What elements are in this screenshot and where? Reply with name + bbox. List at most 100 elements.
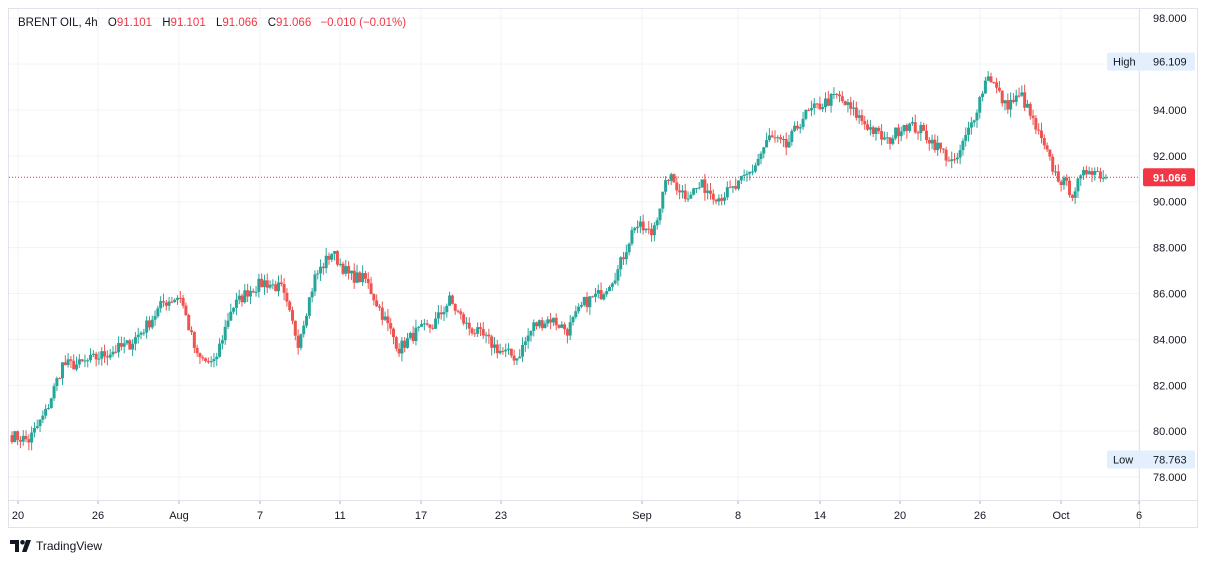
- y-tick-label: 82.000: [1153, 380, 1187, 392]
- candle: [355, 264, 359, 284]
- candle: [450, 294, 454, 305]
- candle: [117, 336, 121, 358]
- candle: [919, 121, 923, 142]
- candle: [327, 252, 331, 265]
- candle: [1045, 142, 1049, 153]
- candle: [445, 303, 449, 318]
- candle: [532, 319, 536, 337]
- candle: [145, 316, 149, 339]
- candle: [779, 134, 783, 144]
- candle: [905, 123, 909, 139]
- candle: [38, 419, 42, 432]
- candle: [953, 153, 957, 164]
- candle: [1034, 115, 1038, 135]
- price-axis[interactable]: 78.000 80.000 82.000 84.000 86.000 88.000 90.0…: [1139, 9, 1187, 527]
- candle: [610, 282, 614, 292]
- candle: [874, 126, 878, 141]
- candle: [1006, 93, 1010, 114]
- candle: [271, 279, 275, 290]
- tradingview-brand[interactable]: TradingView: [10, 539, 102, 553]
- candle: [804, 109, 808, 121]
- candle: [924, 124, 928, 144]
- x-tick-label: 20: [894, 510, 906, 522]
- candle: [495, 339, 499, 359]
- candle: [97, 351, 101, 365]
- candle: [981, 91, 985, 102]
- candle: [139, 331, 143, 340]
- candle: [212, 353, 216, 368]
- candle: [512, 349, 516, 366]
- high-value: 91.101: [170, 17, 206, 29]
- candle: [147, 316, 151, 331]
- candle: [748, 171, 752, 181]
- candle: [860, 109, 864, 126]
- candle: [781, 135, 785, 147]
- candle: [809, 100, 813, 117]
- candle: [408, 331, 412, 340]
- candle: [619, 256, 623, 277]
- candle: [291, 306, 295, 325]
- candle: [829, 92, 833, 113]
- candle: [232, 307, 236, 315]
- candle: [938, 142, 942, 153]
- candle: [1014, 89, 1018, 107]
- candle: [737, 180, 741, 191]
- candle: [751, 164, 755, 176]
- candle: [756, 153, 760, 167]
- candle: [762, 146, 766, 159]
- candle: [843, 100, 847, 106]
- candle: [826, 90, 830, 107]
- x-tick-label: 23: [495, 510, 507, 522]
- candle: [972, 119, 976, 127]
- candle: [967, 121, 971, 142]
- candle: [60, 362, 64, 386]
- candle: [439, 305, 443, 320]
- candle: [470, 327, 474, 336]
- candle: [156, 305, 160, 319]
- candle: [352, 263, 356, 289]
- candle: [434, 311, 438, 329]
- candle: [596, 284, 600, 299]
- candle: [616, 265, 620, 286]
- candle: [142, 328, 146, 336]
- candle: [386, 309, 390, 332]
- candle: [86, 358, 90, 368]
- candle: [467, 317, 471, 336]
- candle: [422, 318, 426, 331]
- candle: [349, 270, 353, 281]
- candle: [902, 124, 906, 135]
- candle: [563, 322, 567, 335]
- candle: [431, 324, 435, 330]
- candle: [63, 355, 67, 366]
- candle: [793, 121, 797, 132]
- tag-label: Low: [1113, 455, 1133, 467]
- tradingview-logo-icon: [10, 540, 31, 552]
- candle: [338, 258, 342, 267]
- candle: [708, 182, 712, 200]
- candle: [593, 287, 597, 303]
- candle: [549, 312, 553, 330]
- candle: [1065, 174, 1069, 187]
- candle: [1003, 99, 1007, 111]
- candle: [80, 359, 84, 363]
- candle: [91, 350, 95, 358]
- candle: [661, 191, 665, 213]
- y-tick-label: 98.000: [1153, 13, 1187, 25]
- candle: [411, 326, 415, 344]
- time-axis[interactable]: 20 26 Aug 7 11 17 23 Sep 8 14 20 26 Oct 6: [9, 500, 1197, 522]
- candle: [557, 324, 561, 329]
- candle: [1037, 123, 1041, 135]
- candle: [787, 134, 791, 148]
- candle: [647, 220, 651, 235]
- candle: [908, 122, 912, 133]
- y-tick-label: 90.000: [1153, 197, 1187, 209]
- candle: [32, 422, 36, 438]
- candle: [77, 354, 81, 368]
- candle: [683, 183, 687, 203]
- candle: [218, 338, 222, 358]
- candle: [1009, 92, 1013, 118]
- close-value: 91.066: [276, 17, 312, 29]
- candle: [585, 291, 589, 313]
- candle: [305, 313, 309, 328]
